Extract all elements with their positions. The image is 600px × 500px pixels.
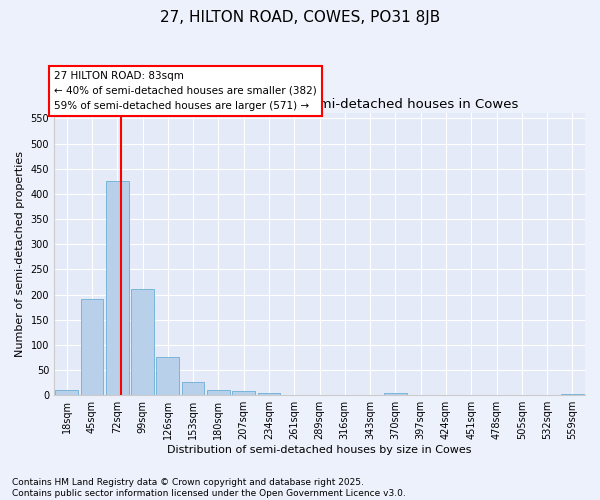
Bar bbox=[207, 390, 230, 395]
Bar bbox=[131, 288, 154, 395]
Bar bbox=[384, 393, 407, 395]
Text: 27 HILTON ROAD: 83sqm
← 40% of semi-detached houses are smaller (382)
59% of sem: 27 HILTON ROAD: 83sqm ← 40% of semi-deta… bbox=[54, 71, 317, 110]
Bar bbox=[55, 390, 78, 395]
Y-axis label: Number of semi-detached properties: Number of semi-detached properties bbox=[15, 152, 25, 358]
Text: Contains HM Land Registry data © Crown copyright and database right 2025.
Contai: Contains HM Land Registry data © Crown c… bbox=[12, 478, 406, 498]
Bar bbox=[561, 394, 584, 395]
Bar bbox=[182, 382, 205, 395]
Bar bbox=[106, 182, 128, 395]
Bar bbox=[80, 298, 103, 395]
Title: Size of property relative to semi-detached houses in Cowes: Size of property relative to semi-detach… bbox=[121, 98, 518, 111]
Bar bbox=[257, 392, 280, 395]
Text: 27, HILTON ROAD, COWES, PO31 8JB: 27, HILTON ROAD, COWES, PO31 8JB bbox=[160, 10, 440, 25]
X-axis label: Distribution of semi-detached houses by size in Cowes: Distribution of semi-detached houses by … bbox=[167, 445, 472, 455]
Bar bbox=[157, 358, 179, 395]
Bar bbox=[232, 390, 255, 395]
